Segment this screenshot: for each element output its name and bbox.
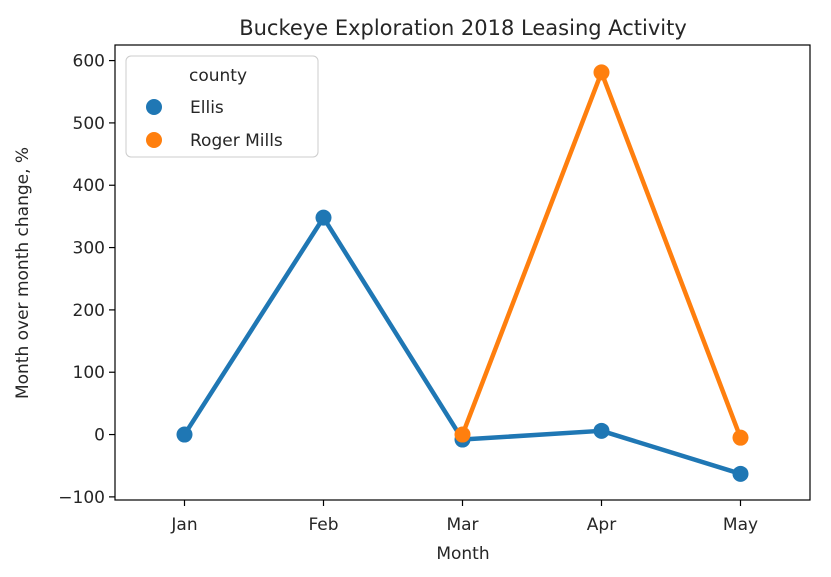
legend-title: county [189, 66, 247, 86]
y-tick-label: 200 [73, 301, 105, 321]
y-tick-label: 0 [94, 426, 105, 446]
legend: county Ellis Roger Mills [125, 55, 319, 158]
legend-label-ellis: Ellis [190, 98, 224, 118]
legend-marker-ellis [146, 99, 162, 115]
data-point-roger-mills [732, 429, 749, 446]
y-tick-label: 600 [73, 52, 105, 72]
legend-marker-roger-mills [146, 132, 162, 148]
y-tick-label: 500 [73, 114, 105, 134]
y-tick-label: −100 [58, 488, 105, 508]
x-tick-label: Apr [587, 515, 616, 535]
legend-box [125, 55, 319, 158]
y-axis-label: Month over month change, % [13, 147, 33, 399]
y-tick-label: 300 [73, 239, 105, 259]
x-tick-label: Jan [170, 515, 197, 535]
x-tick-label: Feb [308, 515, 338, 535]
data-point-roger-mills [593, 64, 610, 81]
data-point-ellis [176, 426, 193, 443]
data-point-ellis [593, 422, 610, 439]
series-line-roger-mills [460, 70, 743, 440]
legend-label-roger-mills: Roger Mills [190, 131, 283, 151]
data-point-ellis [732, 465, 749, 482]
x-axis-label: Month [436, 544, 489, 564]
y-tick-label: 100 [73, 363, 105, 383]
chart-title: Buckeye Exploration 2018 Leasing Activit… [239, 16, 687, 40]
data-point-ellis [315, 209, 332, 226]
y-tick-label: 400 [73, 176, 105, 196]
data-point-roger-mills [454, 426, 471, 443]
x-tick-label: May [723, 515, 758, 535]
x-tick-label: Mar [446, 515, 478, 535]
